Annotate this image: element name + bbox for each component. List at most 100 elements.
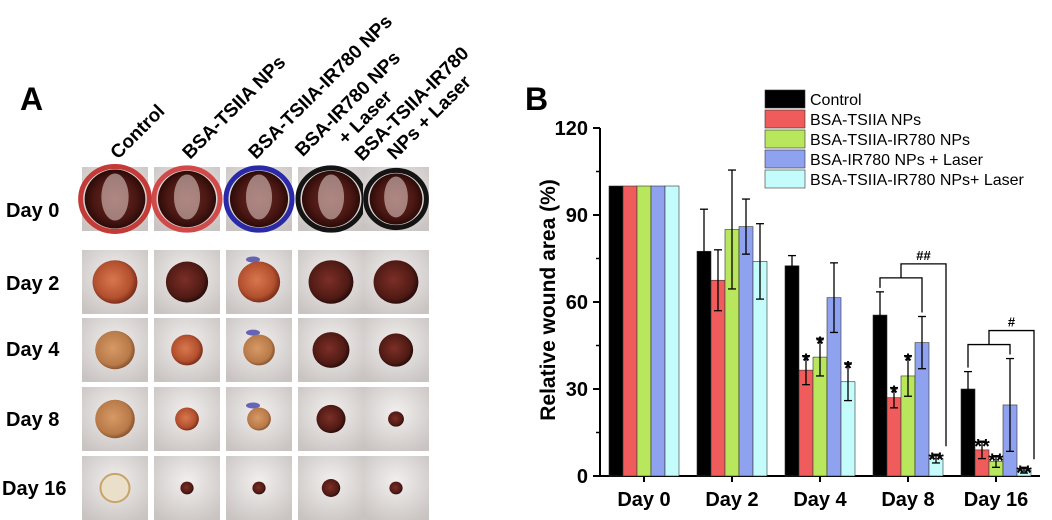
bracket [900, 263, 947, 447]
wound-photo [363, 318, 429, 382]
legend-swatch [764, 109, 806, 129]
wound-photo [154, 318, 220, 382]
y-tick-label: 60 [566, 292, 588, 314]
wound-photo [82, 250, 148, 314]
wound [378, 333, 414, 367]
wound-photo [363, 167, 429, 231]
bar [650, 185, 666, 477]
wound-photo [82, 387, 148, 451]
y-tick-label: 30 [566, 379, 588, 401]
bracket-label: # [1008, 315, 1016, 330]
marker-ring [78, 164, 152, 234]
legend-label: Control [810, 92, 862, 109]
bracket [988, 329, 1035, 460]
wound [308, 260, 354, 304]
legend-label: BSA-TSIIA NPs [810, 112, 921, 129]
x-tick-label: Day 16 [964, 489, 1029, 511]
panel-a-row-labels: Day 0 Day 2 Day 4 Day 8 Day 16 [2, 200, 67, 500]
wound-highlight [317, 174, 345, 220]
bar [738, 226, 754, 477]
wound-photo-grid [78, 164, 429, 520]
significance-mark: * [904, 351, 912, 373]
legend-swatch [764, 129, 806, 149]
wound-photo [151, 165, 223, 233]
significance-mark: * [802, 351, 810, 373]
bracket-label: ## [916, 248, 931, 263]
wound [95, 399, 135, 439]
x-tick-label: Day 8 [881, 489, 934, 511]
wound-photo [226, 318, 292, 382]
wound [95, 330, 135, 370]
marker-trace [246, 329, 260, 336]
wound-highlight [245, 174, 273, 220]
wound-photo [223, 165, 295, 233]
wound [373, 260, 419, 304]
wound [175, 407, 199, 431]
panel-a-column-headers: Control BSA-TSIIA NPs BSA-TSIIA-IR780 NP… [107, 11, 476, 165]
wound-photo [154, 387, 220, 451]
y-tick-label: 90 [566, 205, 588, 227]
wound [171, 334, 203, 366]
bracket [879, 277, 923, 313]
significance-mark: ** [988, 451, 1004, 473]
wound-highlight [101, 173, 129, 221]
wound-photo [82, 456, 148, 520]
wound-photo [82, 318, 148, 382]
wound [92, 260, 138, 304]
x-tick-label: Day 4 [793, 489, 847, 511]
wound-highlight [173, 174, 201, 220]
wound-photo [298, 456, 364, 520]
bar [872, 314, 888, 477]
wound-photo [154, 456, 220, 520]
wound [237, 261, 281, 303]
bar [636, 185, 652, 477]
marker-ring [363, 167, 429, 231]
x-tick-label: Day 0 [617, 489, 670, 511]
wound-photo [363, 250, 429, 314]
wound [243, 334, 275, 366]
significance-mark: * [816, 333, 824, 355]
significance-mark: ** [974, 436, 990, 458]
significance-mark: * [890, 383, 898, 405]
wound [312, 332, 350, 368]
significance-mark: * [844, 358, 852, 380]
wound-photo [295, 165, 367, 233]
legend-swatch [764, 169, 806, 189]
marker-trace [246, 256, 260, 263]
marker-trace [246, 402, 260, 409]
wound [247, 407, 271, 431]
row-label: Day 0 [6, 200, 59, 222]
marker-ring [151, 165, 223, 233]
panel-b-label: B [525, 81, 548, 117]
legend-swatch [764, 149, 806, 169]
legend-swatch [764, 89, 806, 109]
bracket [967, 343, 1011, 368]
row-label: Day 4 [6, 339, 60, 361]
significance-mark: ** [928, 449, 944, 471]
wound [316, 404, 346, 434]
row-label: Day 2 [6, 273, 59, 295]
wound [252, 481, 266, 495]
wound-photo [298, 250, 364, 314]
wound-photo [78, 164, 152, 234]
column-header: Control [107, 101, 170, 164]
row-label: Day 8 [6, 409, 59, 431]
wound-photo [363, 387, 429, 451]
bar [622, 185, 638, 477]
wound [165, 261, 209, 303]
wound-photo [363, 456, 429, 520]
bar [608, 185, 624, 477]
legend-label: BSA-IR780 NPs + Laser [810, 152, 984, 169]
marker-ring [223, 165, 295, 233]
y-axis-label: Relative wound area (%) [537, 179, 560, 421]
y-tick-label: 120 [555, 118, 588, 140]
wound [99, 472, 131, 504]
bar [886, 397, 902, 477]
wound-photo [226, 387, 292, 451]
row-label: Day 16 [2, 478, 67, 500]
wound [180, 481, 194, 495]
wound-photo [226, 456, 292, 520]
bar [798, 369, 814, 477]
legend-label: BSA-TSIIA-IR780 NPs [810, 132, 970, 149]
